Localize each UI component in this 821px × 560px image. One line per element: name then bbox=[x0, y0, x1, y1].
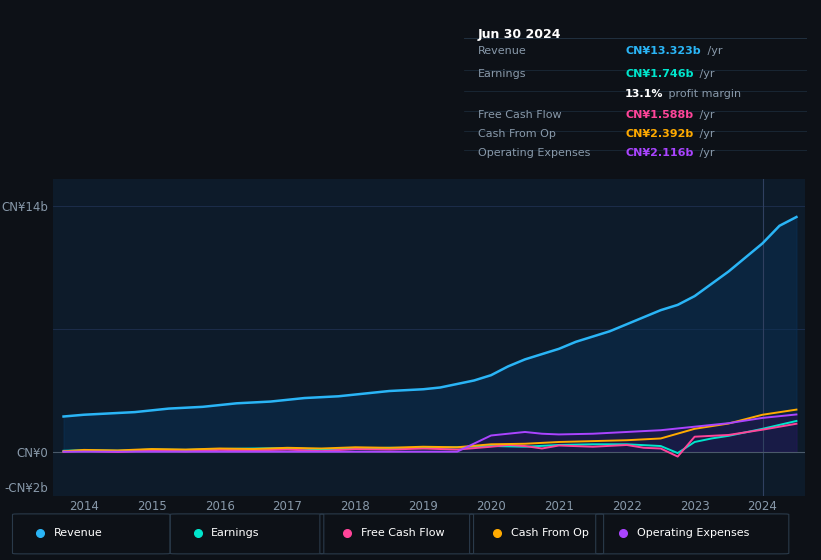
Text: Cash From Op: Cash From Op bbox=[511, 529, 589, 538]
Text: Free Cash Flow: Free Cash Flow bbox=[361, 529, 444, 538]
Text: Cash From Op: Cash From Op bbox=[478, 129, 556, 139]
Text: Revenue: Revenue bbox=[53, 529, 102, 538]
Text: Earnings: Earnings bbox=[478, 69, 526, 80]
Text: Jun 30 2024: Jun 30 2024 bbox=[478, 28, 561, 41]
Text: Free Cash Flow: Free Cash Flow bbox=[478, 110, 562, 120]
Text: CN¥1.588b: CN¥1.588b bbox=[625, 110, 693, 120]
Text: CN¥1.746b: CN¥1.746b bbox=[625, 69, 694, 80]
Text: /yr: /yr bbox=[696, 129, 715, 139]
Text: Operating Expenses: Operating Expenses bbox=[478, 148, 590, 158]
Text: /yr: /yr bbox=[696, 148, 715, 158]
Text: Earnings: Earnings bbox=[211, 529, 259, 538]
Text: /yr: /yr bbox=[696, 110, 715, 120]
Text: CN¥2.392b: CN¥2.392b bbox=[625, 129, 694, 139]
Text: 13.1%: 13.1% bbox=[625, 89, 663, 99]
Text: Revenue: Revenue bbox=[478, 46, 526, 55]
Text: /yr: /yr bbox=[704, 46, 722, 55]
Text: CN¥2.116b: CN¥2.116b bbox=[625, 148, 694, 158]
Text: CN¥13.323b: CN¥13.323b bbox=[625, 46, 701, 55]
Text: Operating Expenses: Operating Expenses bbox=[637, 529, 749, 538]
Text: /yr: /yr bbox=[696, 69, 715, 80]
Text: profit margin: profit margin bbox=[665, 89, 741, 99]
